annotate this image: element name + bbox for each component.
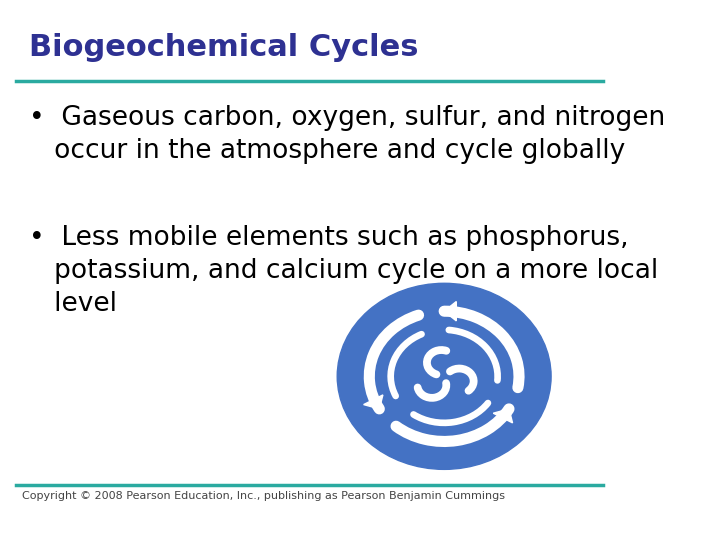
Circle shape bbox=[337, 284, 551, 469]
Text: Copyright © 2008 Pearson Education, Inc., publishing as Pearson Benjamin Cumming: Copyright © 2008 Pearson Education, Inc.… bbox=[22, 491, 505, 501]
Polygon shape bbox=[444, 301, 456, 321]
Polygon shape bbox=[364, 395, 383, 409]
Text: •  Less mobile elements such as phosphorus,
   potassium, and calcium cycle on a: • Less mobile elements such as phosphoru… bbox=[29, 225, 658, 317]
Text: Biogeochemical Cycles: Biogeochemical Cycles bbox=[29, 33, 418, 63]
Polygon shape bbox=[493, 409, 513, 423]
Text: •  Gaseous carbon, oxygen, sulfur, and nitrogen
   occur in the atmosphere and c: • Gaseous carbon, oxygen, sulfur, and ni… bbox=[29, 105, 665, 164]
